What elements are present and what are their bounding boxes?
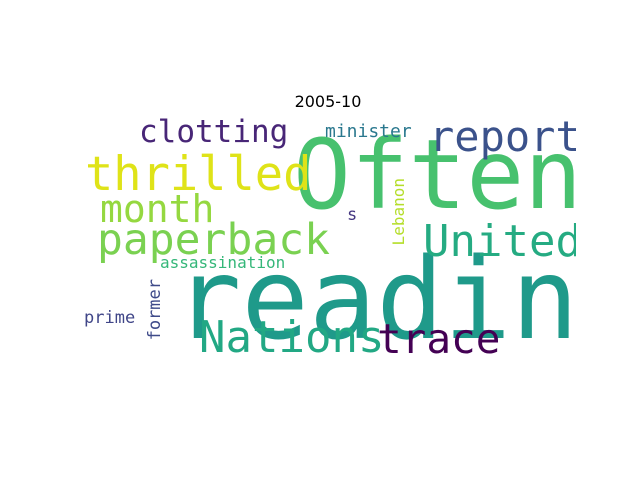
word-nations: Nations (199, 312, 385, 363)
chart-title: 2005-10 (294, 92, 362, 111)
word-united: United (423, 216, 576, 267)
word-prime: prime (84, 308, 136, 328)
word-thrilled: thrilled (85, 147, 312, 202)
word-month: month (100, 187, 215, 231)
word-minister: minister (325, 121, 412, 142)
word-s: s (347, 205, 358, 225)
word-often: Often (293, 119, 576, 231)
word-clotting: clotting (139, 114, 289, 150)
word-assassination: assassination (160, 253, 286, 272)
word-reading: reading (174, 235, 576, 365)
word-former: former (145, 279, 165, 341)
word-trace: trace (377, 315, 501, 363)
word-paperback: paperback (97, 215, 330, 265)
word-lebanon: Lebanon (389, 178, 408, 246)
word-report: report (429, 113, 576, 161)
word-cloud: Often reading thrilled paperback report … (80, 113, 576, 366)
